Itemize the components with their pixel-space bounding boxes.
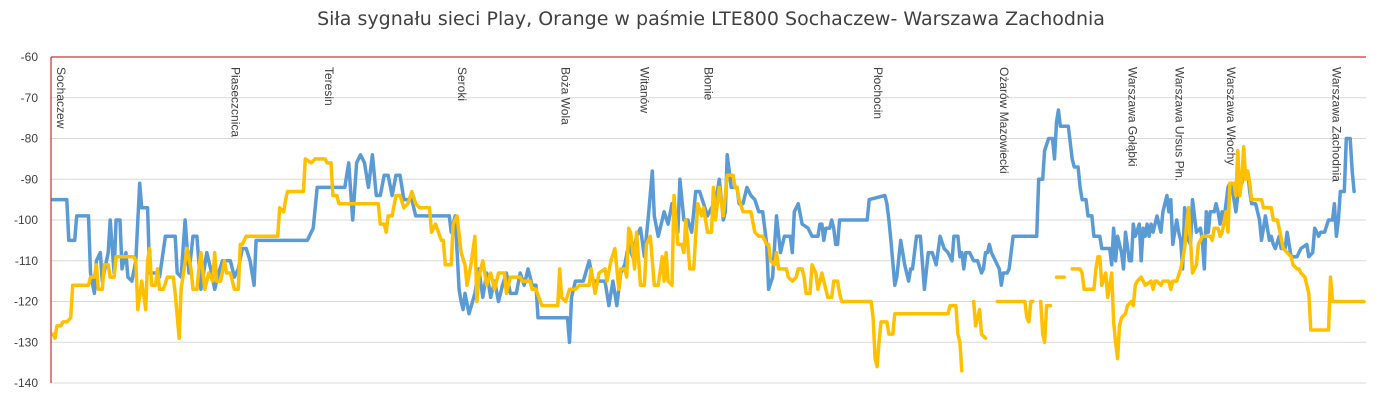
series-line-2 (1038, 299, 1053, 345)
station-label: Seroki (455, 67, 469, 101)
y-tick-label: -120 (14, 295, 38, 309)
series-line-2 (51, 157, 964, 373)
station-label: Boża Wola (559, 67, 573, 125)
series-line-2 (1070, 144, 1366, 361)
axes (50, 56, 1366, 383)
series-lines (51, 108, 1366, 373)
series-line-2 (971, 299, 988, 340)
station-label: Płochocin (871, 67, 885, 119)
station-label: Teresin (322, 67, 336, 106)
chart-title: Siła sygnału sieci Play, Orange w paśmie… (317, 8, 1105, 30)
station-label: Warszawa Zachodnia (1329, 67, 1343, 182)
station-label: Sochaczew (54, 67, 68, 129)
y-tick-label: -140 (14, 376, 38, 390)
station-label: Warszawa Włochy (1224, 67, 1238, 165)
gridlines (51, 97, 1366, 384)
series-line-2 (995, 299, 1035, 324)
y-tick-label: -80 (21, 132, 39, 146)
station-label: Ożarów Mazowiecki (997, 67, 1011, 174)
y-tick-label: -60 (21, 50, 39, 64)
y-tick-label: -100 (14, 213, 38, 227)
y-axis-ticks: -60 -70 -80 -90 -100 -110 -120 -130 -140 (14, 50, 38, 390)
series-line-1 (51, 108, 1356, 345)
station-label: Warszawa Gołąbki (1125, 67, 1139, 167)
y-tick-label: -130 (14, 335, 38, 349)
station-label: Piaseczcnica (228, 67, 242, 137)
y-tick-label: -70 (21, 91, 39, 105)
station-label: Witanów (637, 67, 651, 113)
y-tick-label: -90 (21, 172, 39, 186)
station-label: Warszawa Ursus Płn. (1173, 67, 1187, 181)
station-labels: Sochaczew Piaseczcnica Teresin Seroki Boża W… (54, 67, 1344, 182)
station-label: Błonie (702, 67, 716, 101)
y-tick-label: -110 (15, 254, 38, 268)
